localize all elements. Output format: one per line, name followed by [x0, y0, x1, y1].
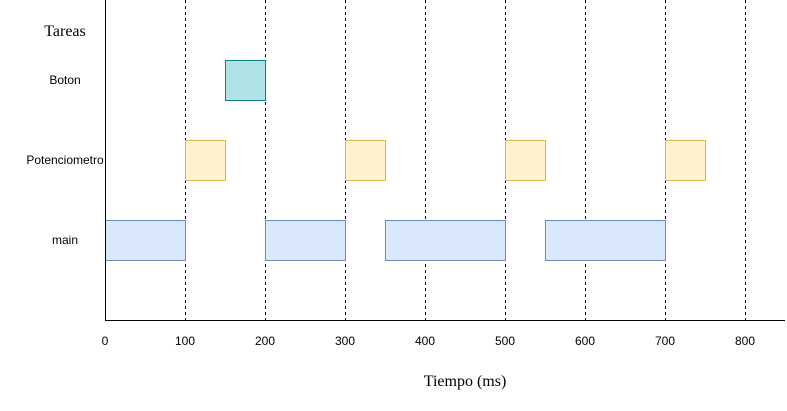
task-bar-main-3 — [385, 220, 506, 261]
gridlines — [185, 0, 746, 320]
task-bar-boton-1 — [225, 60, 266, 101]
x-tick-label-600: 600 — [575, 334, 595, 348]
task-label-main: main — [52, 233, 78, 247]
task-labels: Boton Potenciometro main — [26, 73, 104, 247]
task-bar-potenciometro-3 — [505, 140, 546, 181]
task-bar-potenciometro-2 — [345, 140, 386, 181]
x-tick-label-500: 500 — [495, 334, 515, 348]
x-tick-label-100: 100 — [175, 334, 195, 348]
task-bar-main-2 — [265, 220, 346, 261]
x-tick-label-0: 0 — [102, 334, 109, 348]
chart-title: Tareas — [44, 23, 86, 40]
x-tick-label-800: 800 — [735, 334, 755, 348]
x-axis-label: Tiempo (ms) — [424, 373, 507, 390]
task-bar-main-1 — [105, 220, 186, 261]
task-label-boton: Boton — [49, 73, 80, 87]
x-tick-label-300: 300 — [335, 334, 355, 348]
task-bar-potenciometro-1 — [185, 140, 226, 181]
x-tick-label-400: 400 — [415, 334, 435, 348]
x-tick-label-700: 700 — [655, 334, 675, 348]
task-bar-main-4 — [545, 220, 666, 261]
task-label-potenciometro: Potenciometro — [26, 153, 104, 167]
x-tick-label-200: 200 — [255, 334, 275, 348]
task-bar-potenciometro-4 — [665, 140, 706, 181]
task-bars — [105, 60, 706, 261]
x-tick-labels: 0 100 200 300 400 500 600 700 800 — [102, 334, 756, 348]
